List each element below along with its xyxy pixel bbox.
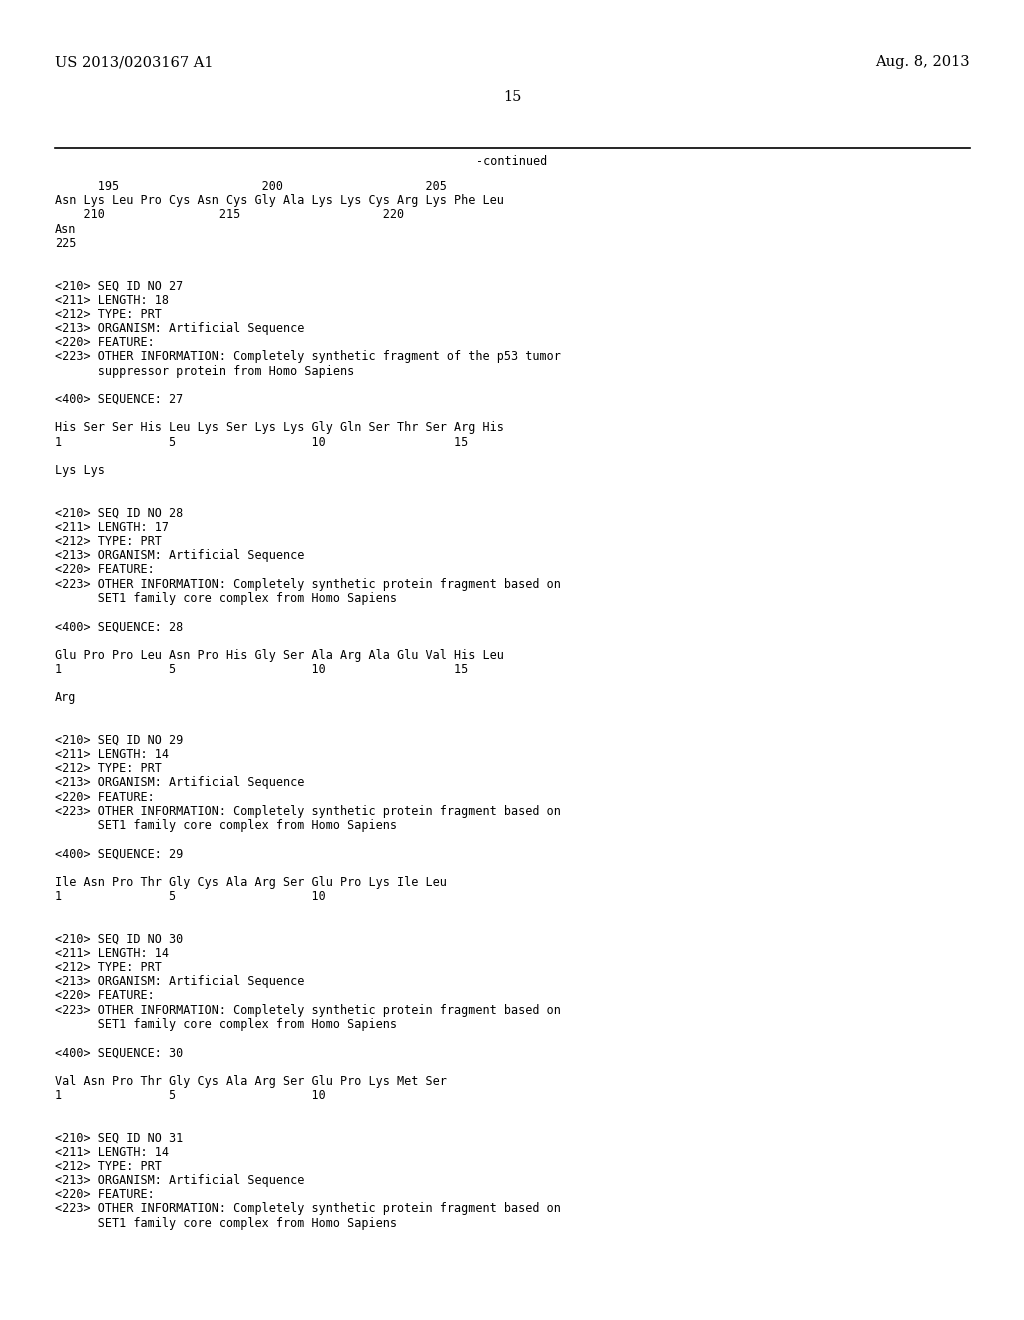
- Text: <220> FEATURE:: <220> FEATURE:: [55, 791, 155, 804]
- Text: <212> TYPE: PRT: <212> TYPE: PRT: [55, 961, 162, 974]
- Text: <220> FEATURE:: <220> FEATURE:: [55, 990, 155, 1002]
- Text: suppressor protein from Homo Sapiens: suppressor protein from Homo Sapiens: [55, 364, 354, 378]
- Text: <212> TYPE: PRT: <212> TYPE: PRT: [55, 762, 162, 775]
- Text: <213> ORGANISM: Artificial Sequence: <213> ORGANISM: Artificial Sequence: [55, 776, 304, 789]
- Text: <212> TYPE: PRT: <212> TYPE: PRT: [55, 535, 162, 548]
- Text: <223> OTHER INFORMATION: Completely synthetic protein fragment based on: <223> OTHER INFORMATION: Completely synt…: [55, 1003, 561, 1016]
- Text: -continued: -continued: [476, 154, 548, 168]
- Text: 225: 225: [55, 236, 77, 249]
- Text: <400> SEQUENCE: 29: <400> SEQUENCE: 29: [55, 847, 183, 861]
- Text: 15: 15: [503, 90, 521, 104]
- Text: SET1 family core complex from Homo Sapiens: SET1 family core complex from Homo Sapie…: [55, 1018, 397, 1031]
- Text: <211> LENGTH: 14: <211> LENGTH: 14: [55, 1146, 169, 1159]
- Text: <223> OTHER INFORMATION: Completely synthetic protein fragment based on: <223> OTHER INFORMATION: Completely synt…: [55, 805, 561, 818]
- Text: Asn Lys Leu Pro Cys Asn Cys Gly Ala Lys Lys Cys Arg Lys Phe Leu: Asn Lys Leu Pro Cys Asn Cys Gly Ala Lys …: [55, 194, 504, 207]
- Text: 195                    200                    205: 195 200 205: [55, 180, 446, 193]
- Text: <211> LENGTH: 17: <211> LENGTH: 17: [55, 521, 169, 533]
- Text: <211> LENGTH: 14: <211> LENGTH: 14: [55, 946, 169, 960]
- Text: <220> FEATURE:: <220> FEATURE:: [55, 337, 155, 350]
- Text: <211> LENGTH: 18: <211> LENGTH: 18: [55, 293, 169, 306]
- Text: <400> SEQUENCE: 27: <400> SEQUENCE: 27: [55, 393, 183, 407]
- Text: Asn: Asn: [55, 223, 77, 235]
- Text: 1               5                   10: 1 5 10: [55, 890, 326, 903]
- Text: <220> FEATURE:: <220> FEATURE:: [55, 564, 155, 577]
- Text: <223> OTHER INFORMATION: Completely synthetic protein fragment based on: <223> OTHER INFORMATION: Completely synt…: [55, 1203, 561, 1216]
- Text: His Ser Ser His Leu Lys Ser Lys Lys Gly Gln Ser Thr Ser Arg His: His Ser Ser His Leu Lys Ser Lys Lys Gly …: [55, 421, 504, 434]
- Text: 210                215                    220: 210 215 220: [55, 209, 404, 222]
- Text: <210> SEQ ID NO 31: <210> SEQ ID NO 31: [55, 1131, 183, 1144]
- Text: 1               5                   10                  15: 1 5 10 15: [55, 663, 468, 676]
- Text: Ile Asn Pro Thr Gly Cys Ala Arg Ser Glu Pro Lys Ile Leu: Ile Asn Pro Thr Gly Cys Ala Arg Ser Glu …: [55, 875, 446, 888]
- Text: SET1 family core complex from Homo Sapiens: SET1 family core complex from Homo Sapie…: [55, 591, 397, 605]
- Text: <210> SEQ ID NO 28: <210> SEQ ID NO 28: [55, 507, 183, 520]
- Text: <223> OTHER INFORMATION: Completely synthetic fragment of the p53 tumor: <223> OTHER INFORMATION: Completely synt…: [55, 350, 561, 363]
- Text: US 2013/0203167 A1: US 2013/0203167 A1: [55, 55, 213, 69]
- Text: <400> SEQUENCE: 30: <400> SEQUENCE: 30: [55, 1047, 183, 1059]
- Text: <213> ORGANISM: Artificial Sequence: <213> ORGANISM: Artificial Sequence: [55, 322, 304, 335]
- Text: Glu Pro Pro Leu Asn Pro His Gly Ser Ala Arg Ala Glu Val His Leu: Glu Pro Pro Leu Asn Pro His Gly Ser Ala …: [55, 648, 504, 661]
- Text: 1               5                   10                  15: 1 5 10 15: [55, 436, 468, 449]
- Text: <212> TYPE: PRT: <212> TYPE: PRT: [55, 308, 162, 321]
- Text: <212> TYPE: PRT: <212> TYPE: PRT: [55, 1160, 162, 1172]
- Text: <220> FEATURE:: <220> FEATURE:: [55, 1188, 155, 1201]
- Text: Arg: Arg: [55, 692, 77, 704]
- Text: 1               5                   10: 1 5 10: [55, 1089, 326, 1102]
- Text: <213> ORGANISM: Artificial Sequence: <213> ORGANISM: Artificial Sequence: [55, 1173, 304, 1187]
- Text: <210> SEQ ID NO 27: <210> SEQ ID NO 27: [55, 280, 183, 293]
- Text: Lys Lys: Lys Lys: [55, 465, 104, 477]
- Text: <400> SEQUENCE: 28: <400> SEQUENCE: 28: [55, 620, 183, 634]
- Text: SET1 family core complex from Homo Sapiens: SET1 family core complex from Homo Sapie…: [55, 1217, 397, 1230]
- Text: <210> SEQ ID NO 29: <210> SEQ ID NO 29: [55, 734, 183, 747]
- Text: Aug. 8, 2013: Aug. 8, 2013: [876, 55, 970, 69]
- Text: Val Asn Pro Thr Gly Cys Ala Arg Ser Glu Pro Lys Met Ser: Val Asn Pro Thr Gly Cys Ala Arg Ser Glu …: [55, 1074, 446, 1088]
- Text: <213> ORGANISM: Artificial Sequence: <213> ORGANISM: Artificial Sequence: [55, 975, 304, 989]
- Text: <223> OTHER INFORMATION: Completely synthetic protein fragment based on: <223> OTHER INFORMATION: Completely synt…: [55, 578, 561, 590]
- Text: SET1 family core complex from Homo Sapiens: SET1 family core complex from Homo Sapie…: [55, 818, 397, 832]
- Text: <211> LENGTH: 14: <211> LENGTH: 14: [55, 748, 169, 762]
- Text: <210> SEQ ID NO 30: <210> SEQ ID NO 30: [55, 933, 183, 945]
- Text: <213> ORGANISM: Artificial Sequence: <213> ORGANISM: Artificial Sequence: [55, 549, 304, 562]
